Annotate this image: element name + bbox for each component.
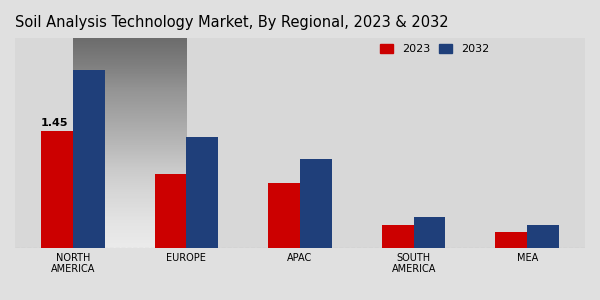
Bar: [300, 159, 332, 248]
Bar: [187, 136, 218, 248]
Bar: [527, 225, 559, 248]
Bar: [268, 183, 300, 248]
Text: Soil Analysis Technology Market, By Regional, 2023 & 2032: Soil Analysis Technology Market, By Regi…: [15, 15, 449, 30]
Bar: [41, 131, 73, 248]
Bar: [73, 70, 104, 248]
Bar: [155, 174, 187, 248]
Bar: [382, 225, 413, 248]
Bar: [496, 232, 527, 248]
Bar: [413, 218, 445, 248]
Text: 1.45: 1.45: [41, 118, 68, 128]
Legend: 2023, 2032: 2023, 2032: [375, 40, 494, 59]
